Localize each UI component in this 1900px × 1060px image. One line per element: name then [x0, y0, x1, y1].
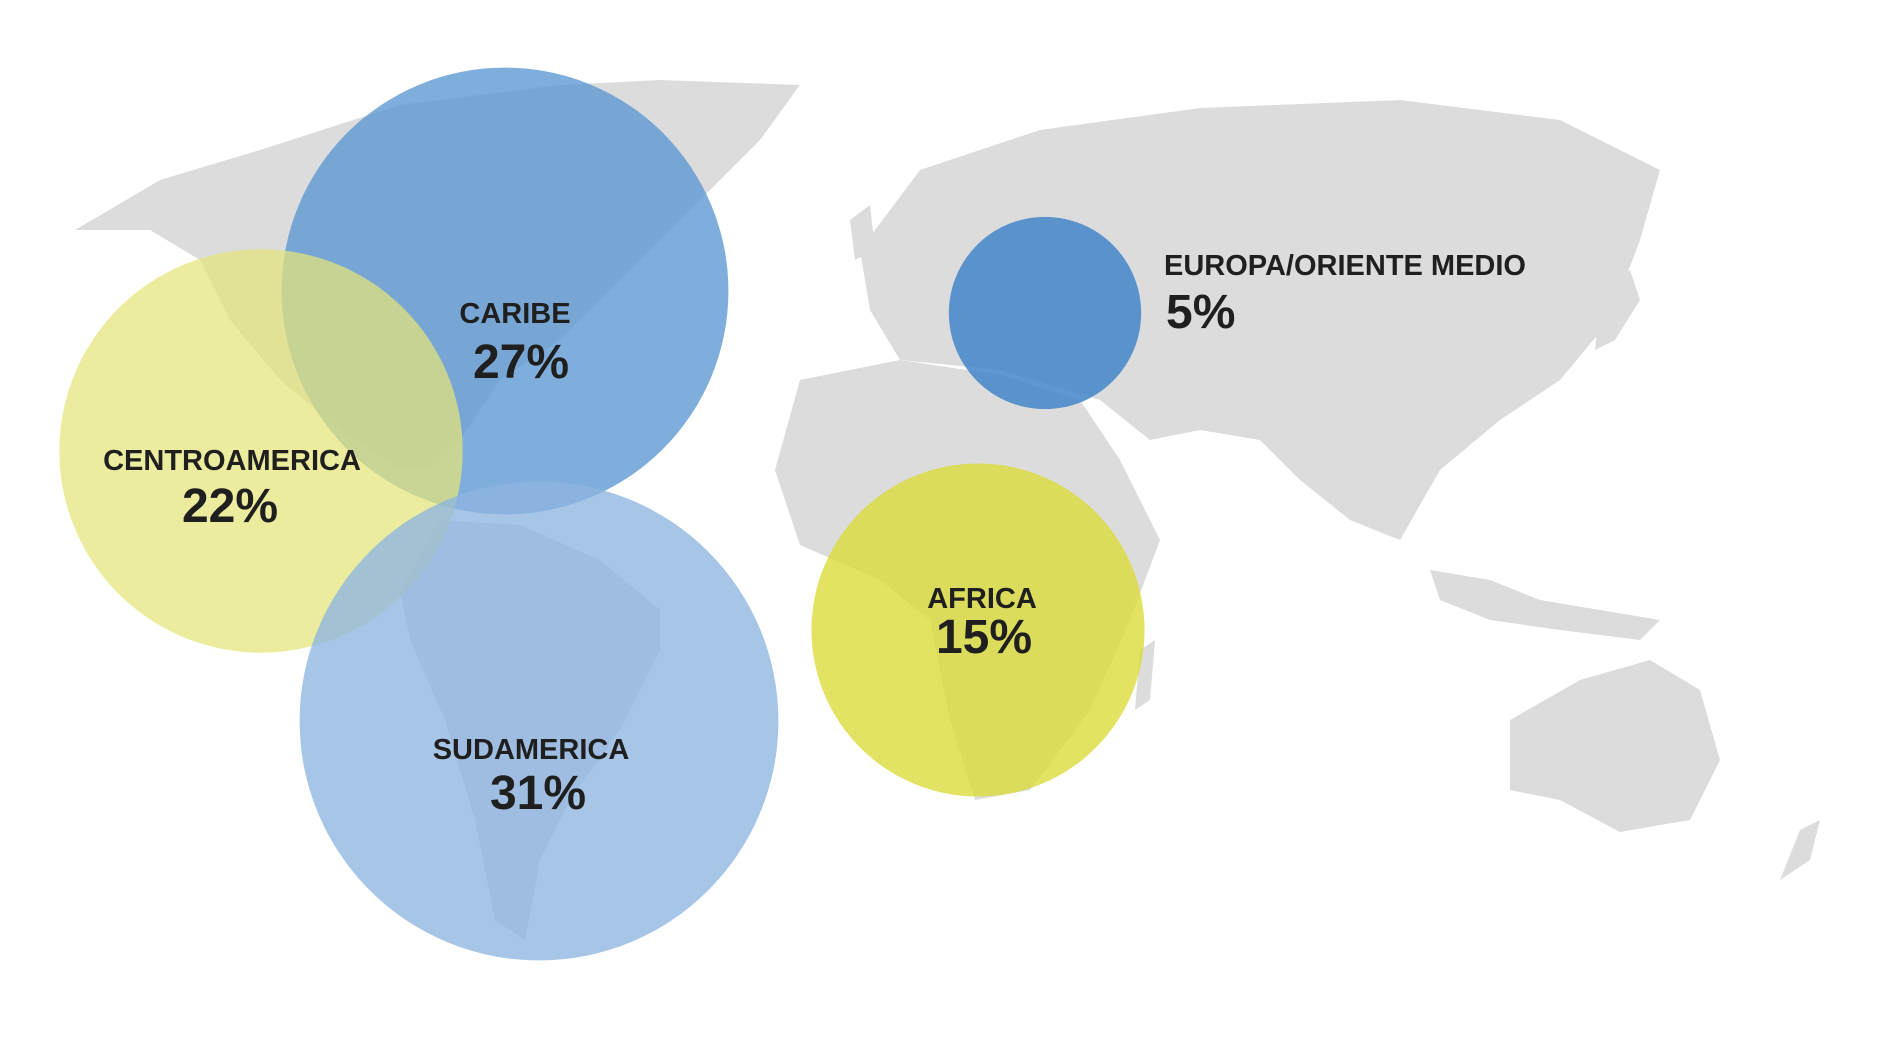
bubbles: [59, 67, 1145, 961]
region-bubble: [811, 463, 1145, 797]
region-bubble: [948, 216, 1142, 410]
region-label: SUDAMERICA: [433, 734, 630, 766]
indonesia: [1430, 570, 1660, 640]
region-percent: 5%: [1166, 286, 1235, 339]
region-percent: 31%: [490, 767, 586, 820]
region-label: AFRICA: [927, 583, 1037, 615]
region-label: CENTROAMERICA: [103, 445, 361, 477]
japan: [1595, 270, 1640, 350]
region-label: CARIBE: [459, 298, 570, 330]
australia: [1510, 660, 1720, 832]
region-percent: 27%: [473, 336, 569, 389]
region-label: EUROPA/ORIENTE MEDIO: [1164, 250, 1526, 282]
new-zealand: [1780, 820, 1820, 880]
region-percent: 15%: [936, 611, 1032, 664]
uk: [850, 205, 875, 260]
region-percent: 22%: [182, 480, 278, 533]
eurasia: [860, 100, 1660, 540]
region-bubble: [299, 481, 779, 961]
region-bubble: [59, 249, 463, 653]
